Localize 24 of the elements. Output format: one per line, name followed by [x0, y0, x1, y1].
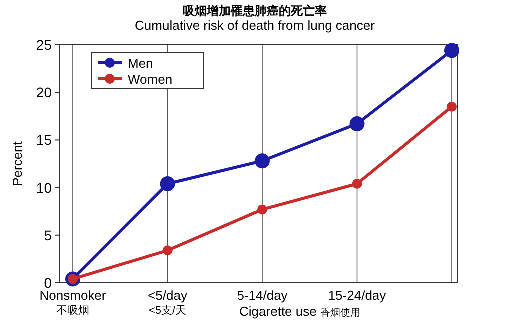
- y-tick-label: 15: [36, 132, 52, 148]
- y-tick-label: 10: [36, 180, 52, 196]
- point: [162, 246, 173, 256]
- legend-label: Men: [128, 56, 154, 71]
- chart-subtitle: Cumulative risk of death from lung cancer: [135, 18, 376, 33]
- y-tick-label: 20: [36, 84, 52, 101]
- point: [447, 102, 457, 112]
- x-tick-label: 5-14/day: [237, 288, 288, 303]
- x-tick-label: <5/day <5支/天: [148, 288, 188, 317]
- x-axis-title: Cigarette use 香烟使用: [240, 304, 360, 319]
- x-tick-label: Nonsmoker 不吸烟: [40, 288, 107, 317]
- legend-label: Women: [128, 72, 173, 87]
- point: [444, 43, 460, 58]
- y-axis-title: Percent: [10, 141, 25, 186]
- y-tick-label: 0: [44, 275, 52, 291]
- point: [258, 204, 268, 215]
- point: [352, 178, 362, 189]
- chart-title: 吸烟增加罹患肺癌的死亡率: [183, 4, 327, 18]
- x-tick-label: 15-24/day: [328, 288, 387, 303]
- y-tick-label: 5: [44, 227, 52, 244]
- point: [255, 154, 270, 169]
- point: [160, 176, 176, 192]
- point: [350, 116, 365, 132]
- y-tick-label: 25: [36, 37, 52, 53]
